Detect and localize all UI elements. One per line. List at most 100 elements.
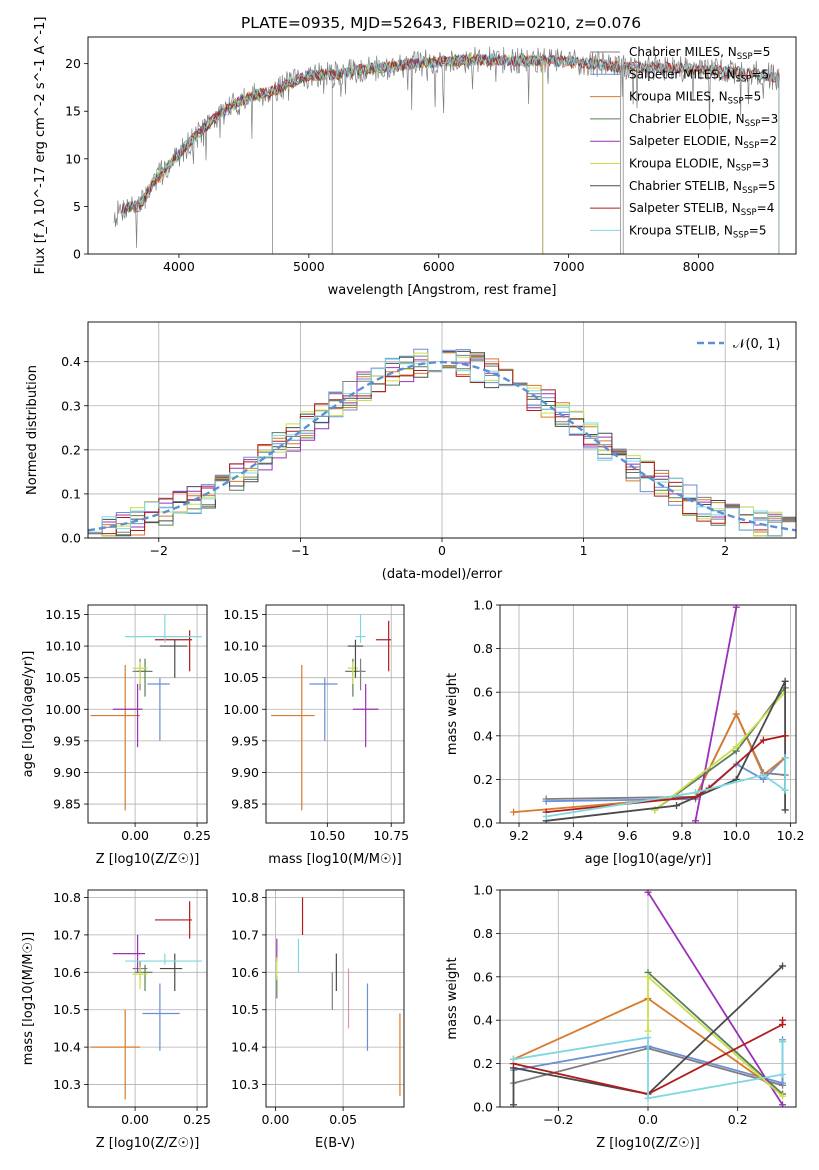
y-tick-label: 10.5 [231, 1002, 259, 1017]
weight-marker [692, 817, 700, 823]
y-tick-label: 0.0 [473, 1100, 493, 1115]
x-tick-label: −0.2 [543, 1112, 573, 1127]
x-axis-label: E(B-V) [315, 1136, 355, 1151]
weight-marker [644, 1034, 652, 1042]
y-tick-label: 0.8 [473, 926, 493, 941]
y-axis-label: mass weight [445, 673, 460, 755]
weight-marker [644, 973, 652, 981]
y-tick-label: 1.0 [473, 883, 493, 898]
age-vs-metallicity-panel: 0.00 0.25 9.85 9.90 9.95 10.00 10.05 10.10 10.15… [21, 604, 211, 867]
y-tick-label: 10.7 [53, 927, 81, 942]
y-tick-label: 0.1 [61, 486, 81, 501]
y-tick-label: 10 [65, 151, 81, 166]
axes-frame [87, 889, 208, 1108]
y-tick-label: 9.95 [231, 733, 259, 748]
weight-marker [673, 802, 681, 810]
y-tick-label: 10.4 [231, 1040, 259, 1055]
y-tick-label: 0.4 [473, 1013, 493, 1028]
weight-marker [779, 1070, 787, 1078]
y-axis-label: mass weight [445, 957, 460, 1039]
weight-marker [759, 736, 767, 744]
x-tick-label: 0.2 [728, 1112, 748, 1127]
legend-label: Kroupa MILES, NSSP=5 [629, 90, 761, 107]
x-tick-label: 9.6 [618, 828, 638, 843]
axes-frame [499, 604, 797, 824]
mass-weight-vs-age-panel: 9.2 9.4 9.6 9.8 10.0 10.2 0.0 0.2 0.4 0.6 0.8 1.0 ag… [445, 598, 804, 868]
legend-label: Salpeter ELODIE, NSSP=2 [629, 134, 777, 151]
y-tick-label: 15 [65, 104, 81, 119]
y-tick-label: 0 [73, 247, 81, 262]
weight-marker [781, 806, 789, 814]
plot-area [90, 901, 203, 1100]
x-tick-label: 10.2 [777, 828, 805, 843]
y-tick-label: 9.90 [53, 765, 81, 780]
weight-marker [542, 797, 550, 805]
x-tick-label: 0.25 [183, 1112, 211, 1127]
y-tick-label: 10.3 [53, 1077, 81, 1092]
weight-marker [759, 771, 767, 779]
y-axis-label: mass [log10(M/M☉)] [21, 932, 36, 1065]
weight-marker [781, 786, 789, 794]
weight-marker [781, 677, 789, 685]
model-spectrum [120, 53, 624, 254]
x-tick-label: 10.50 [309, 828, 345, 843]
y-tick-label: 0.2 [473, 772, 493, 787]
legend-label: Chabrier MILES, NSSP=5 [629, 45, 770, 62]
y-tick-label: 10.10 [223, 639, 259, 654]
y-axis-label: Flux [f_λ 10^-17 erg cm^-2 s^-1 A^-1] [33, 17, 48, 275]
mass-vs-extinction-panel: 0.00 0.05 10.3 10.4 10.5 10.6 10.7 10.8 E(B-V) [231, 889, 405, 1151]
y-tick-label: 9.85 [231, 797, 259, 812]
weight-line [647, 891, 784, 1106]
weight-marker [781, 732, 789, 740]
x-tick-label: 5000 [293, 259, 325, 274]
y-tick-label: 10.7 [231, 927, 259, 942]
axes-frame [87, 321, 797, 539]
x-tick-label: 0.00 [121, 1112, 149, 1127]
y-tick-label: 10.4 [53, 1040, 81, 1055]
y-tick-label: 10.15 [223, 607, 259, 622]
y-tick-label: 0.3 [61, 398, 81, 413]
weight-line [654, 691, 786, 811]
x-tick-label: 9.4 [563, 828, 583, 843]
y-tick-label: 0.6 [473, 685, 493, 700]
residual-histogram-panel: −2 −1 0 1 2 0.0 0.1 0.2 0.3 0.4 (data-model)/error… [25, 321, 797, 582]
x-tick-label: 9.8 [672, 828, 692, 843]
weight-marker [779, 1079, 787, 1087]
weight-line [546, 711, 786, 800]
y-tick-label: 20 [65, 56, 81, 71]
weight-marker [692, 788, 700, 796]
legend-label: Kroupa STELIB, NSSP=5 [629, 223, 767, 240]
y-tick-label: 10.15 [45, 607, 81, 622]
x-tick-label: 0.05 [329, 1112, 357, 1127]
y-axis-label: Normed distribution [25, 365, 40, 495]
y-tick-label: 0.0 [61, 531, 81, 546]
weight-line [512, 965, 784, 1105]
x-tick-label: 8000 [683, 259, 715, 274]
weight-marker [509, 1101, 517, 1107]
x-tick-label: 0.0 [638, 1112, 658, 1127]
weight-marker [732, 605, 740, 611]
y-tick-label: 10.6 [231, 965, 259, 980]
x-tick-label: 0.25 [183, 828, 211, 843]
legend-label: Chabrier STELIB, NSSP=5 [629, 179, 776, 196]
y-tick-label: 10.5 [53, 1002, 81, 1017]
weight-marker [510, 808, 518, 816]
legend-label: 𝒩(0, 1) [733, 337, 780, 352]
legend-label: Salpeter MILES, NSSP=5 [629, 67, 769, 84]
y-tick-label: 10.05 [223, 670, 259, 685]
plot-area [90, 614, 203, 811]
y-tick-label: 10.3 [231, 1077, 259, 1092]
plot-area [510, 605, 789, 823]
x-tick-label: −2 [150, 543, 168, 558]
x-tick-label: 0.00 [121, 828, 149, 843]
normal-reference-curve [88, 360, 796, 532]
x-axis-label: Z [log10(Z/Z☉)] [96, 1136, 200, 1151]
x-tick-label: 9.2 [509, 828, 529, 843]
y-tick-label: 0.2 [473, 1056, 493, 1071]
y-tick-label: 0.2 [61, 442, 81, 457]
weight-marker [732, 710, 740, 718]
plot-area [88, 348, 796, 537]
weight-marker [779, 1038, 787, 1046]
y-tick-label: 10.10 [45, 639, 81, 654]
